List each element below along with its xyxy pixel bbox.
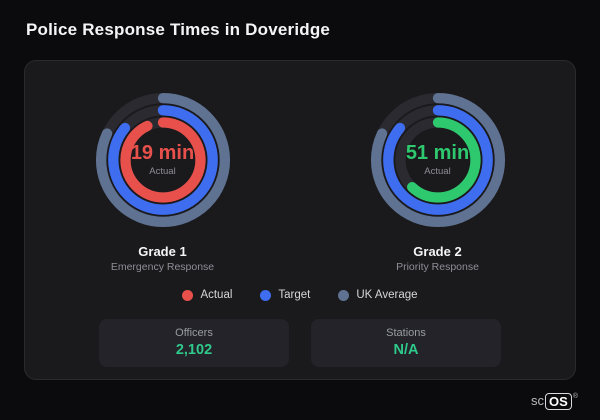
logo-prefix: sc — [531, 393, 545, 408]
legend-label-uk-average: UK Average — [356, 289, 418, 301]
stat-officers: Officers 2,102 — [99, 319, 289, 367]
legend-item-target[interactable]: Target — [260, 289, 310, 301]
stat-stations-label: Stations — [386, 327, 426, 339]
stat-stations: Stations N/A — [311, 319, 501, 367]
gauge-chart-grade-1: 19 min Actual — [88, 85, 238, 235]
legend-item-actual[interactable]: Actual — [182, 289, 232, 301]
stat-stations-value: N/A — [393, 342, 419, 358]
logo-suffix: OS — [545, 393, 572, 410]
legend-dot-actual-icon — [182, 289, 194, 301]
response-times-card: 19 min Actual Grade 1 Emergency Response… — [24, 60, 576, 380]
gauge-grade-1: 19 min Actual Grade 1 Emergency Response — [88, 85, 238, 273]
gauge-rings-grade-2 — [363, 85, 513, 235]
legend-item-uk-average[interactable]: UK Average — [338, 289, 418, 301]
stats-row: Officers 2,102 Stations N/A — [25, 319, 575, 367]
page-title: Police Response Times in Doveridge — [26, 20, 331, 39]
gauge-subtitle-grade-2: Priority Response — [396, 261, 479, 273]
gauge-chart-grade-2: 51 min Actual — [363, 85, 513, 235]
chart-legend: Actual Target UK Average — [25, 289, 575, 301]
gauges-row: 19 min Actual Grade 1 Emergency Response… — [25, 85, 575, 273]
dashboard-page: Police Response Times in Doveridge 19 mi… — [0, 0, 600, 410]
legend-label-actual: Actual — [200, 289, 233, 301]
gauge-subtitle-grade-1: Emergency Response — [110, 261, 215, 273]
stat-officers-value: 2,102 — [175, 342, 213, 358]
registered-mark-icon: ® — [572, 393, 578, 400]
gauge-rings-grade-1 — [88, 85, 238, 235]
gauge-title-grade-1: Grade 1 — [138, 244, 187, 259]
stat-officers-label: Officers — [175, 327, 213, 339]
gauge-grade-2: 51 min Actual Grade 2 Priority Response — [363, 85, 513, 273]
legend-dot-target-icon — [260, 289, 272, 301]
gauge-title-grade-2: Grade 2 — [413, 244, 462, 259]
legend-label-target: Target — [278, 289, 311, 301]
legend-dot-uk-average-icon — [338, 289, 350, 301]
scos-logo: sc OS ® — [531, 393, 578, 410]
